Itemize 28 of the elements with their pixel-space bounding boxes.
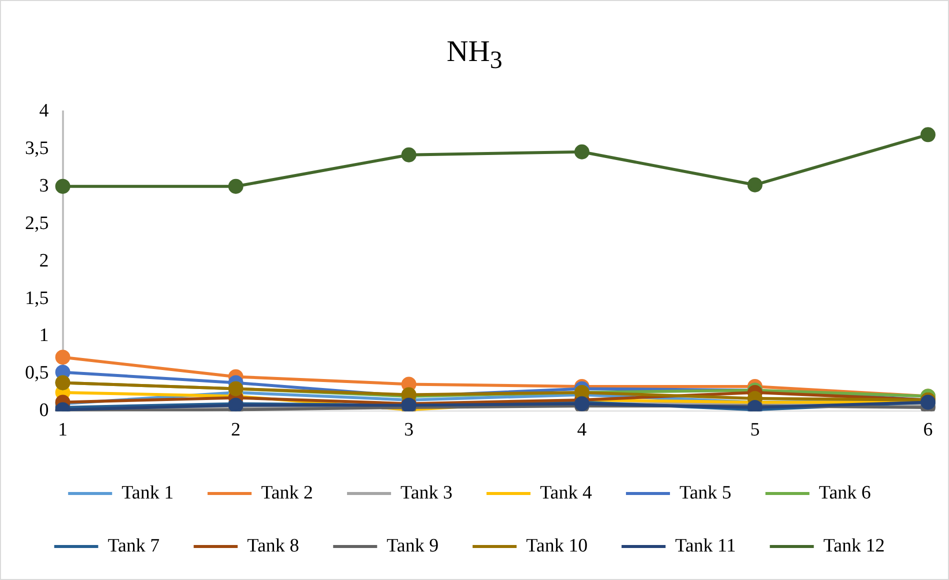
y-tick-label: 1,5 bbox=[25, 288, 49, 309]
legend-label: Tank 1 bbox=[122, 482, 174, 504]
legend-label: Tank 7 bbox=[108, 535, 160, 556]
y-tick-label: 0,5 bbox=[25, 362, 49, 384]
x-tick-label: 3 bbox=[404, 420, 414, 441]
legend-label: Tank 12 bbox=[823, 535, 885, 556]
x-tick-label: 4 bbox=[577, 420, 588, 441]
legend-label: Tank 3 bbox=[400, 482, 453, 504]
y-tick-label: 0 bbox=[39, 400, 49, 422]
x-tick-label: 5 bbox=[750, 420, 760, 441]
y-tick-label: 2,5 bbox=[25, 212, 49, 234]
chart-title: NH$_{3}$ bbox=[446, 35, 504, 75]
legend-label: Tank 11 bbox=[675, 535, 736, 556]
x-tick-label: 2 bbox=[231, 420, 241, 441]
legend-label: Tank 5 bbox=[679, 482, 732, 504]
legend-label: Tank 6 bbox=[818, 482, 871, 504]
legend-label: Tank 2 bbox=[261, 482, 314, 504]
y-tick-label: 3 bbox=[39, 175, 49, 196]
y-tick-label: 4 bbox=[39, 100, 50, 122]
x-tick-label: 6 bbox=[923, 420, 933, 441]
legend-label: Tank 10 bbox=[526, 535, 588, 556]
legend-label: Tank 4 bbox=[540, 482, 592, 504]
y-tick-label: 2 bbox=[39, 250, 49, 272]
legend-label: Tank 8 bbox=[247, 535, 300, 556]
legend-label: Tank 9 bbox=[386, 535, 439, 556]
y-tick-label: 1 bbox=[39, 325, 49, 346]
y-tick-label: 3,5 bbox=[25, 138, 49, 159]
x-tick-label: 1 bbox=[58, 420, 68, 441]
